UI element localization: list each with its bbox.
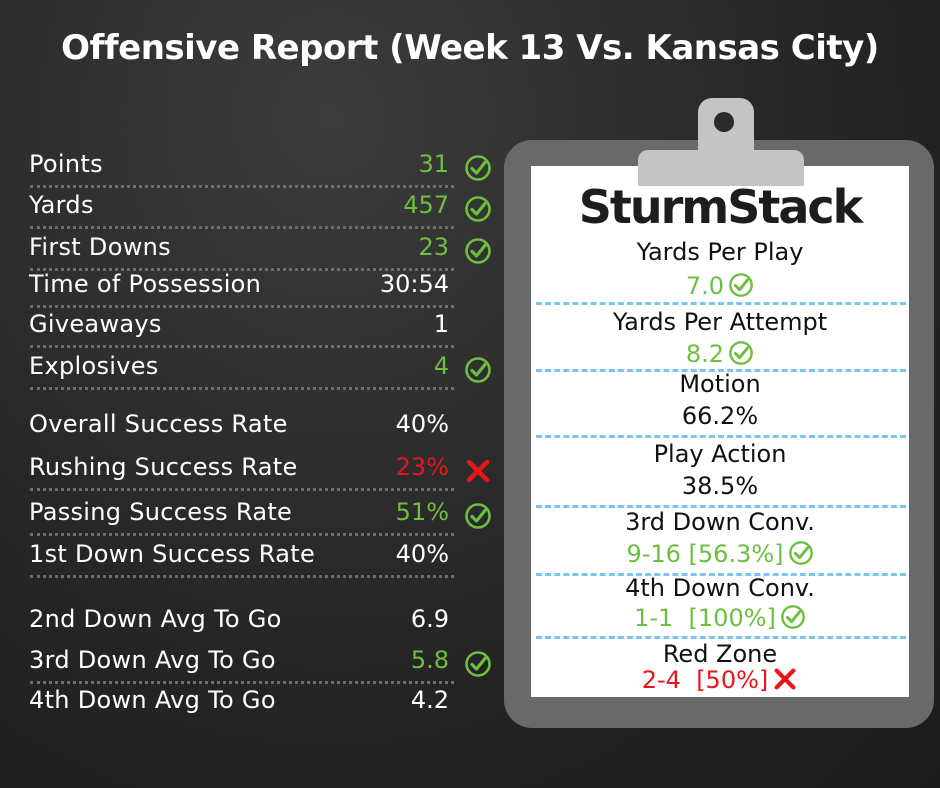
stat-row: Yards 457 [26,189,454,229]
metric-label: 3rd Down Conv. [625,508,815,536]
metric-label: Red Zone [662,640,778,668]
metric-value: 38.5% [681,472,759,500]
metric-value-row: 8.2 [531,340,909,368]
metric-divider [536,505,906,508]
stat-label: 3rd Down Avg To Go [29,646,276,674]
check-circle-icon [788,541,813,565]
stat-label: Explosives [29,352,159,380]
stat-row: Overall Success Rate 40% [26,408,454,448]
x-icon [774,668,796,690]
metric-value: 8.2 [685,340,725,368]
stat-row: Rushing Success Rate 23% [26,451,454,491]
metric-divider [536,435,906,438]
stat-label: 2nd Down Avg To Go [29,605,282,633]
stat-value: 1 [433,310,449,338]
check-circle-icon [729,273,753,297]
stat-label: Rushing Success Rate [29,453,298,481]
metric-label: Play Action [653,440,787,468]
metric-value-row: 9-16 [56.3%] [531,540,909,568]
check-circle-icon [465,357,491,383]
metric-label: Yards Per Attempt [612,308,828,336]
metric-value-row: 38.5% [531,472,909,500]
clipboard-clip-hole [714,112,734,132]
stat-row: Time of Possession 30:54 [26,268,454,308]
stat-value: 5.8 [410,646,449,674]
stat-value: 30:54 [379,270,449,298]
metric-divider [536,302,906,305]
stat-row: 3rd Down Avg To Go 5.8 [26,644,454,684]
metric-value: 66.2% [681,402,759,430]
check-circle-icon [465,155,491,181]
check-circle-icon [729,341,753,365]
stat-label: 4th Down Avg To Go [29,686,276,714]
metric-value-row: 7.0 [531,272,909,300]
metric-label: Motion [679,370,761,398]
stat-row: Explosives 4 [26,350,454,390]
stat-row: Passing Success Rate 51% [26,496,454,536]
stat-row: 4th Down Avg To Go 4.2 [26,684,454,724]
metric-divider [536,369,906,372]
metric-value-row: 1-1 [100%] [531,604,909,632]
stat-value: 457 [403,191,449,219]
stat-value: 4 [433,352,449,380]
stat-label: Points [29,150,103,178]
check-circle-icon [465,238,491,264]
brand-logo: SturmStack [578,180,864,234]
check-circle-icon [465,196,491,222]
x-icon [466,459,490,483]
stat-label: Yards [29,191,94,219]
stat-label: 1st Down Success Rate [29,540,316,568]
stat-label: First Downs [29,233,171,261]
stat-value: 6.9 [410,605,449,633]
metric-divider [536,573,906,576]
stat-value: 40% [395,410,449,438]
stat-value: 31 [418,150,449,178]
check-circle-icon [465,651,491,677]
clipboard-paper [531,166,909,697]
stat-label: Time of Possession [29,270,262,298]
metric-label: Yards Per Play [636,238,804,266]
metric-value: 7.0 [685,272,725,300]
metric-label: 4th Down Conv. [625,574,815,602]
stat-row: 1st Down Success Rate 40% [26,538,454,578]
stat-value: 40% [395,540,449,568]
page-title: Offensive Report (Week 13 Vs. Kansas Cit… [61,28,879,68]
stat-value: 23 [418,233,449,261]
stat-value: 4.2 [410,686,449,714]
stat-row: 2nd Down Avg To Go 6.9 [26,603,454,643]
metric-value: 1-1 [100%] [634,604,776,632]
metric-value-row: 66.2% [531,402,909,430]
metric-divider [536,636,906,639]
stat-value: 23% [395,453,449,481]
check-circle-icon [781,605,805,629]
stat-label: Passing Success Rate [29,498,293,526]
stat-row: Points 31 [26,148,454,188]
check-circle-icon [465,503,491,529]
stat-row: Giveaways 1 [26,308,454,348]
stat-label: Giveaways [29,310,162,338]
stat-value: 51% [395,498,449,526]
metric-value-row: 2-4 [50%] [531,666,909,694]
stat-label: Overall Success Rate [29,410,288,438]
metric-value: 9-16 [56.3%] [626,540,784,568]
stat-row: First Downs 23 [26,231,454,271]
metric-value: 2-4 [50%] [641,666,769,694]
